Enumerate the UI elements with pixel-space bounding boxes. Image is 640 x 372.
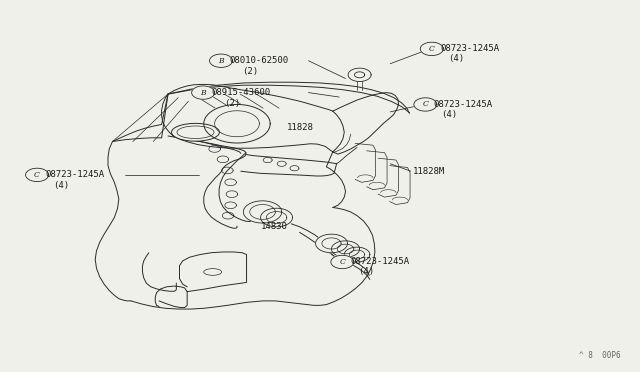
Polygon shape (26, 168, 49, 182)
Text: (2): (2) (242, 67, 258, 76)
Polygon shape (331, 255, 354, 269)
Text: 11828: 11828 (287, 123, 314, 132)
Text: 11828M: 11828M (413, 167, 445, 176)
Text: (4): (4) (358, 267, 374, 276)
Text: 08723-1245A: 08723-1245A (440, 44, 499, 53)
Text: B: B (200, 89, 206, 97)
Text: (2): (2) (224, 99, 241, 108)
Text: (4): (4) (442, 110, 458, 119)
Text: 08010-62500: 08010-62500 (229, 56, 289, 65)
Text: (4): (4) (53, 181, 69, 190)
Polygon shape (414, 98, 437, 111)
Polygon shape (332, 241, 360, 257)
Text: C: C (34, 171, 40, 179)
Ellipse shape (172, 124, 220, 141)
Text: C: C (429, 45, 435, 53)
Polygon shape (204, 105, 270, 143)
Polygon shape (243, 201, 282, 223)
Text: 08723-1245A: 08723-1245A (434, 100, 493, 109)
Polygon shape (260, 208, 292, 227)
Text: ^ 8  00P6: ^ 8 00P6 (579, 351, 620, 360)
Text: 14830: 14830 (261, 222, 288, 231)
Polygon shape (209, 54, 232, 67)
Text: B: B (218, 57, 224, 65)
Polygon shape (316, 234, 348, 253)
Text: C: C (339, 258, 346, 266)
Polygon shape (344, 247, 370, 262)
Polygon shape (191, 86, 214, 99)
Text: (4): (4) (448, 54, 464, 63)
Text: 08915-43600: 08915-43600 (211, 88, 271, 97)
Text: 08723-1245A: 08723-1245A (351, 257, 410, 266)
Text: C: C (422, 100, 428, 109)
Polygon shape (420, 42, 444, 55)
Text: 08723-1245A: 08723-1245A (45, 170, 104, 179)
